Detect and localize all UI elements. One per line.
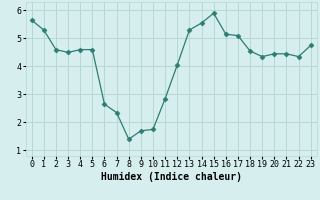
X-axis label: Humidex (Indice chaleur): Humidex (Indice chaleur) <box>101 172 242 182</box>
